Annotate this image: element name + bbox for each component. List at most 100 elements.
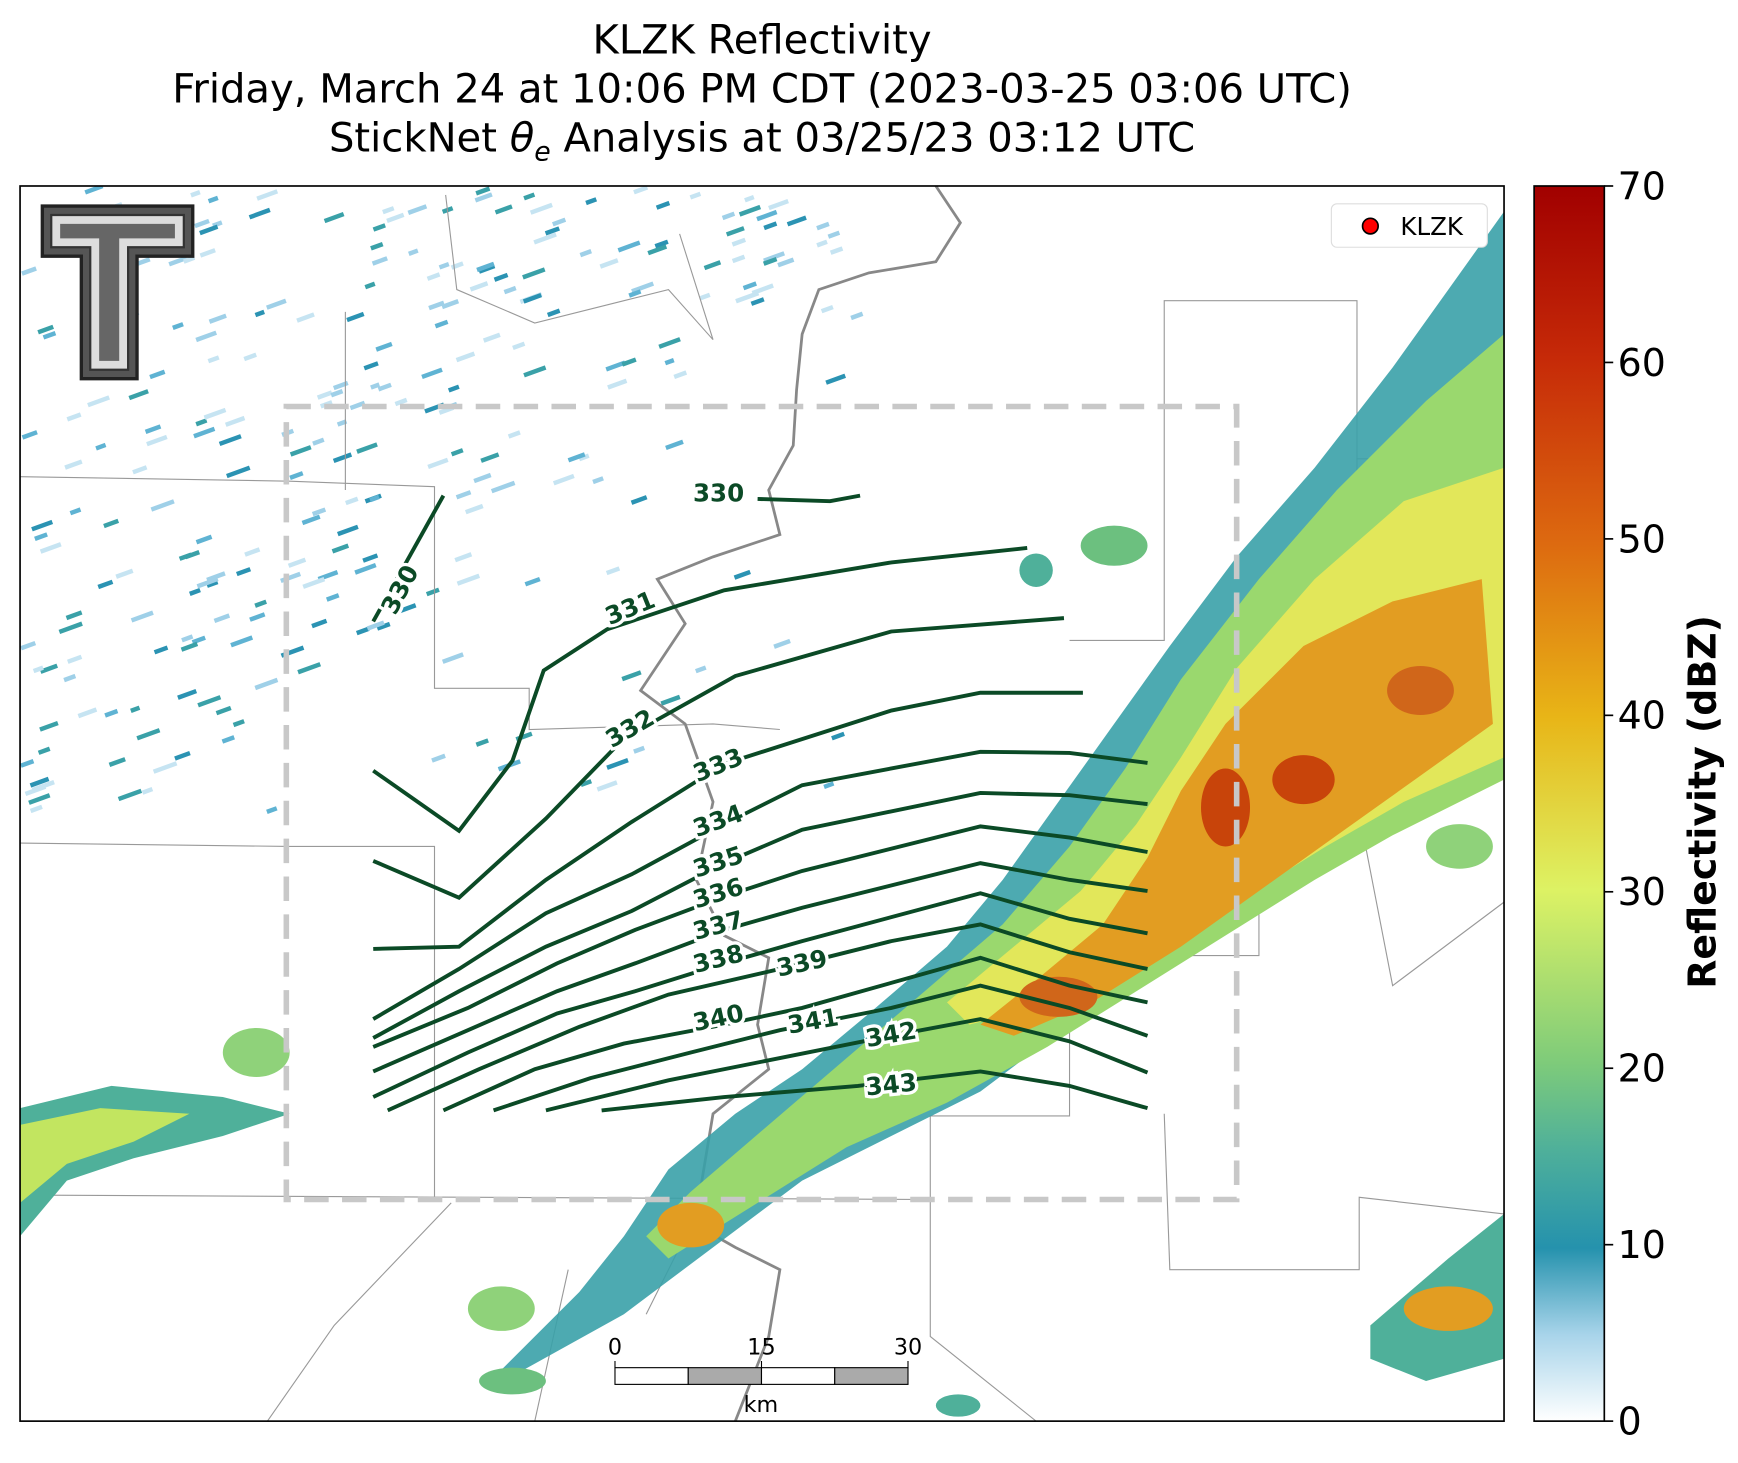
echo-streak	[738, 204, 762, 217]
echo-streak	[37, 746, 51, 755]
scale-tick-label: 15	[747, 1334, 775, 1360]
county-line	[20, 476, 780, 731]
echo-streak	[248, 207, 271, 220]
echo-streak	[249, 612, 266, 622]
contour-line	[442, 955, 1148, 1113]
echo-streak	[455, 490, 472, 500]
echo-streak	[494, 204, 513, 215]
echo-streak	[552, 217, 567, 227]
echo-streak	[441, 652, 464, 664]
echo-streak	[633, 745, 646, 754]
echo-streak	[762, 256, 778, 266]
echo-streak	[370, 382, 381, 390]
county-line	[445, 194, 714, 341]
echo-streak	[447, 384, 460, 393]
echo-streak	[39, 663, 58, 674]
colorbar-tick-label: 10	[1618, 1223, 1666, 1267]
echo-streak	[735, 291, 760, 304]
echo-streak	[34, 532, 48, 541]
echo-streak	[174, 750, 191, 761]
echo-streak	[199, 248, 216, 258]
echo-streak	[476, 261, 495, 273]
echo-streak	[197, 695, 222, 708]
echo-streak	[195, 534, 213, 545]
echo-streak	[232, 719, 245, 728]
squall-line	[20, 211, 1505, 1417]
echo-streak	[172, 322, 184, 330]
echo-streak	[136, 728, 161, 741]
echo-streak	[130, 610, 154, 623]
echo-streak	[65, 610, 83, 621]
echo-streak	[356, 442, 378, 454]
echo-streak	[153, 645, 169, 655]
colorbar-tick-label: 50	[1618, 517, 1666, 561]
colorbar-tick-label: 70	[1618, 164, 1666, 208]
echo-streak	[196, 576, 219, 589]
echo-streak	[29, 804, 43, 814]
colorbar-ramp	[1533, 185, 1606, 1422]
echo-streak	[823, 781, 835, 790]
scale-tick-label: 30	[894, 1334, 922, 1360]
echo-streak	[522, 292, 542, 304]
echo-streak	[144, 424, 162, 434]
echo-streak	[190, 190, 201, 198]
echo-streak	[287, 557, 307, 568]
echo-streak	[850, 311, 864, 321]
echo-streak	[24, 784, 47, 797]
echo-streak	[311, 618, 328, 629]
contour-label: 343	[864, 1067, 918, 1101]
echo-streak	[312, 437, 325, 446]
echo-streak	[773, 638, 791, 649]
echo-streak	[421, 367, 443, 380]
echo-streak	[199, 224, 219, 236]
echo-streak	[372, 223, 386, 232]
echo-streak	[302, 577, 326, 589]
echo-streak	[42, 331, 57, 340]
echo-streak	[456, 573, 481, 586]
echo-cell	[935, 1394, 981, 1417]
contour-line	[372, 861, 1148, 1074]
echo-streak	[490, 480, 516, 494]
echo-streak	[630, 495, 648, 505]
echo-streak	[731, 254, 746, 264]
echo-streak	[816, 221, 830, 231]
echo-streak	[221, 735, 235, 744]
echo-streak	[87, 395, 110, 408]
echo-streak	[254, 599, 267, 608]
echo-streak	[371, 256, 388, 266]
contour-line	[492, 983, 1149, 1113]
echo-streak	[621, 357, 637, 367]
echo-streak	[579, 249, 592, 258]
title-subscript: e	[534, 136, 550, 167]
echo-cell	[479, 1367, 546, 1395]
echo-streak	[21, 430, 38, 440]
echo-streak	[332, 380, 349, 391]
echo-streak	[213, 613, 231, 624]
echo-streak	[132, 465, 148, 475]
echo-core	[1403, 1286, 1493, 1331]
echo-streak	[20, 759, 35, 768]
echo-streak	[115, 568, 134, 579]
echo-streak	[184, 550, 201, 560]
title-line2: Friday, March 24 at 10:06 PM CDT (2023-0…	[172, 66, 1352, 112]
echo-streak	[375, 341, 393, 352]
echo-streak	[95, 442, 107, 451]
title-symbol: θ	[510, 115, 535, 161]
echo-streak	[431, 753, 446, 763]
echo-core	[1201, 768, 1251, 847]
echo-streak	[407, 204, 428, 215]
echo-streak	[58, 621, 83, 635]
echo-streak	[256, 189, 279, 201]
echo-streak	[29, 776, 50, 788]
echo-streak	[193, 426, 216, 439]
contour-line	[371, 494, 446, 623]
echo-streak	[633, 185, 649, 195]
echo-streak	[617, 240, 641, 253]
echo-streak	[104, 708, 119, 718]
colorbar-tick-label: 0	[1618, 1400, 1642, 1444]
echo-streak	[763, 221, 778, 231]
echo-streak	[141, 786, 154, 795]
analysis-domain	[283, 403, 1240, 1203]
contour-line	[386, 922, 1148, 1113]
